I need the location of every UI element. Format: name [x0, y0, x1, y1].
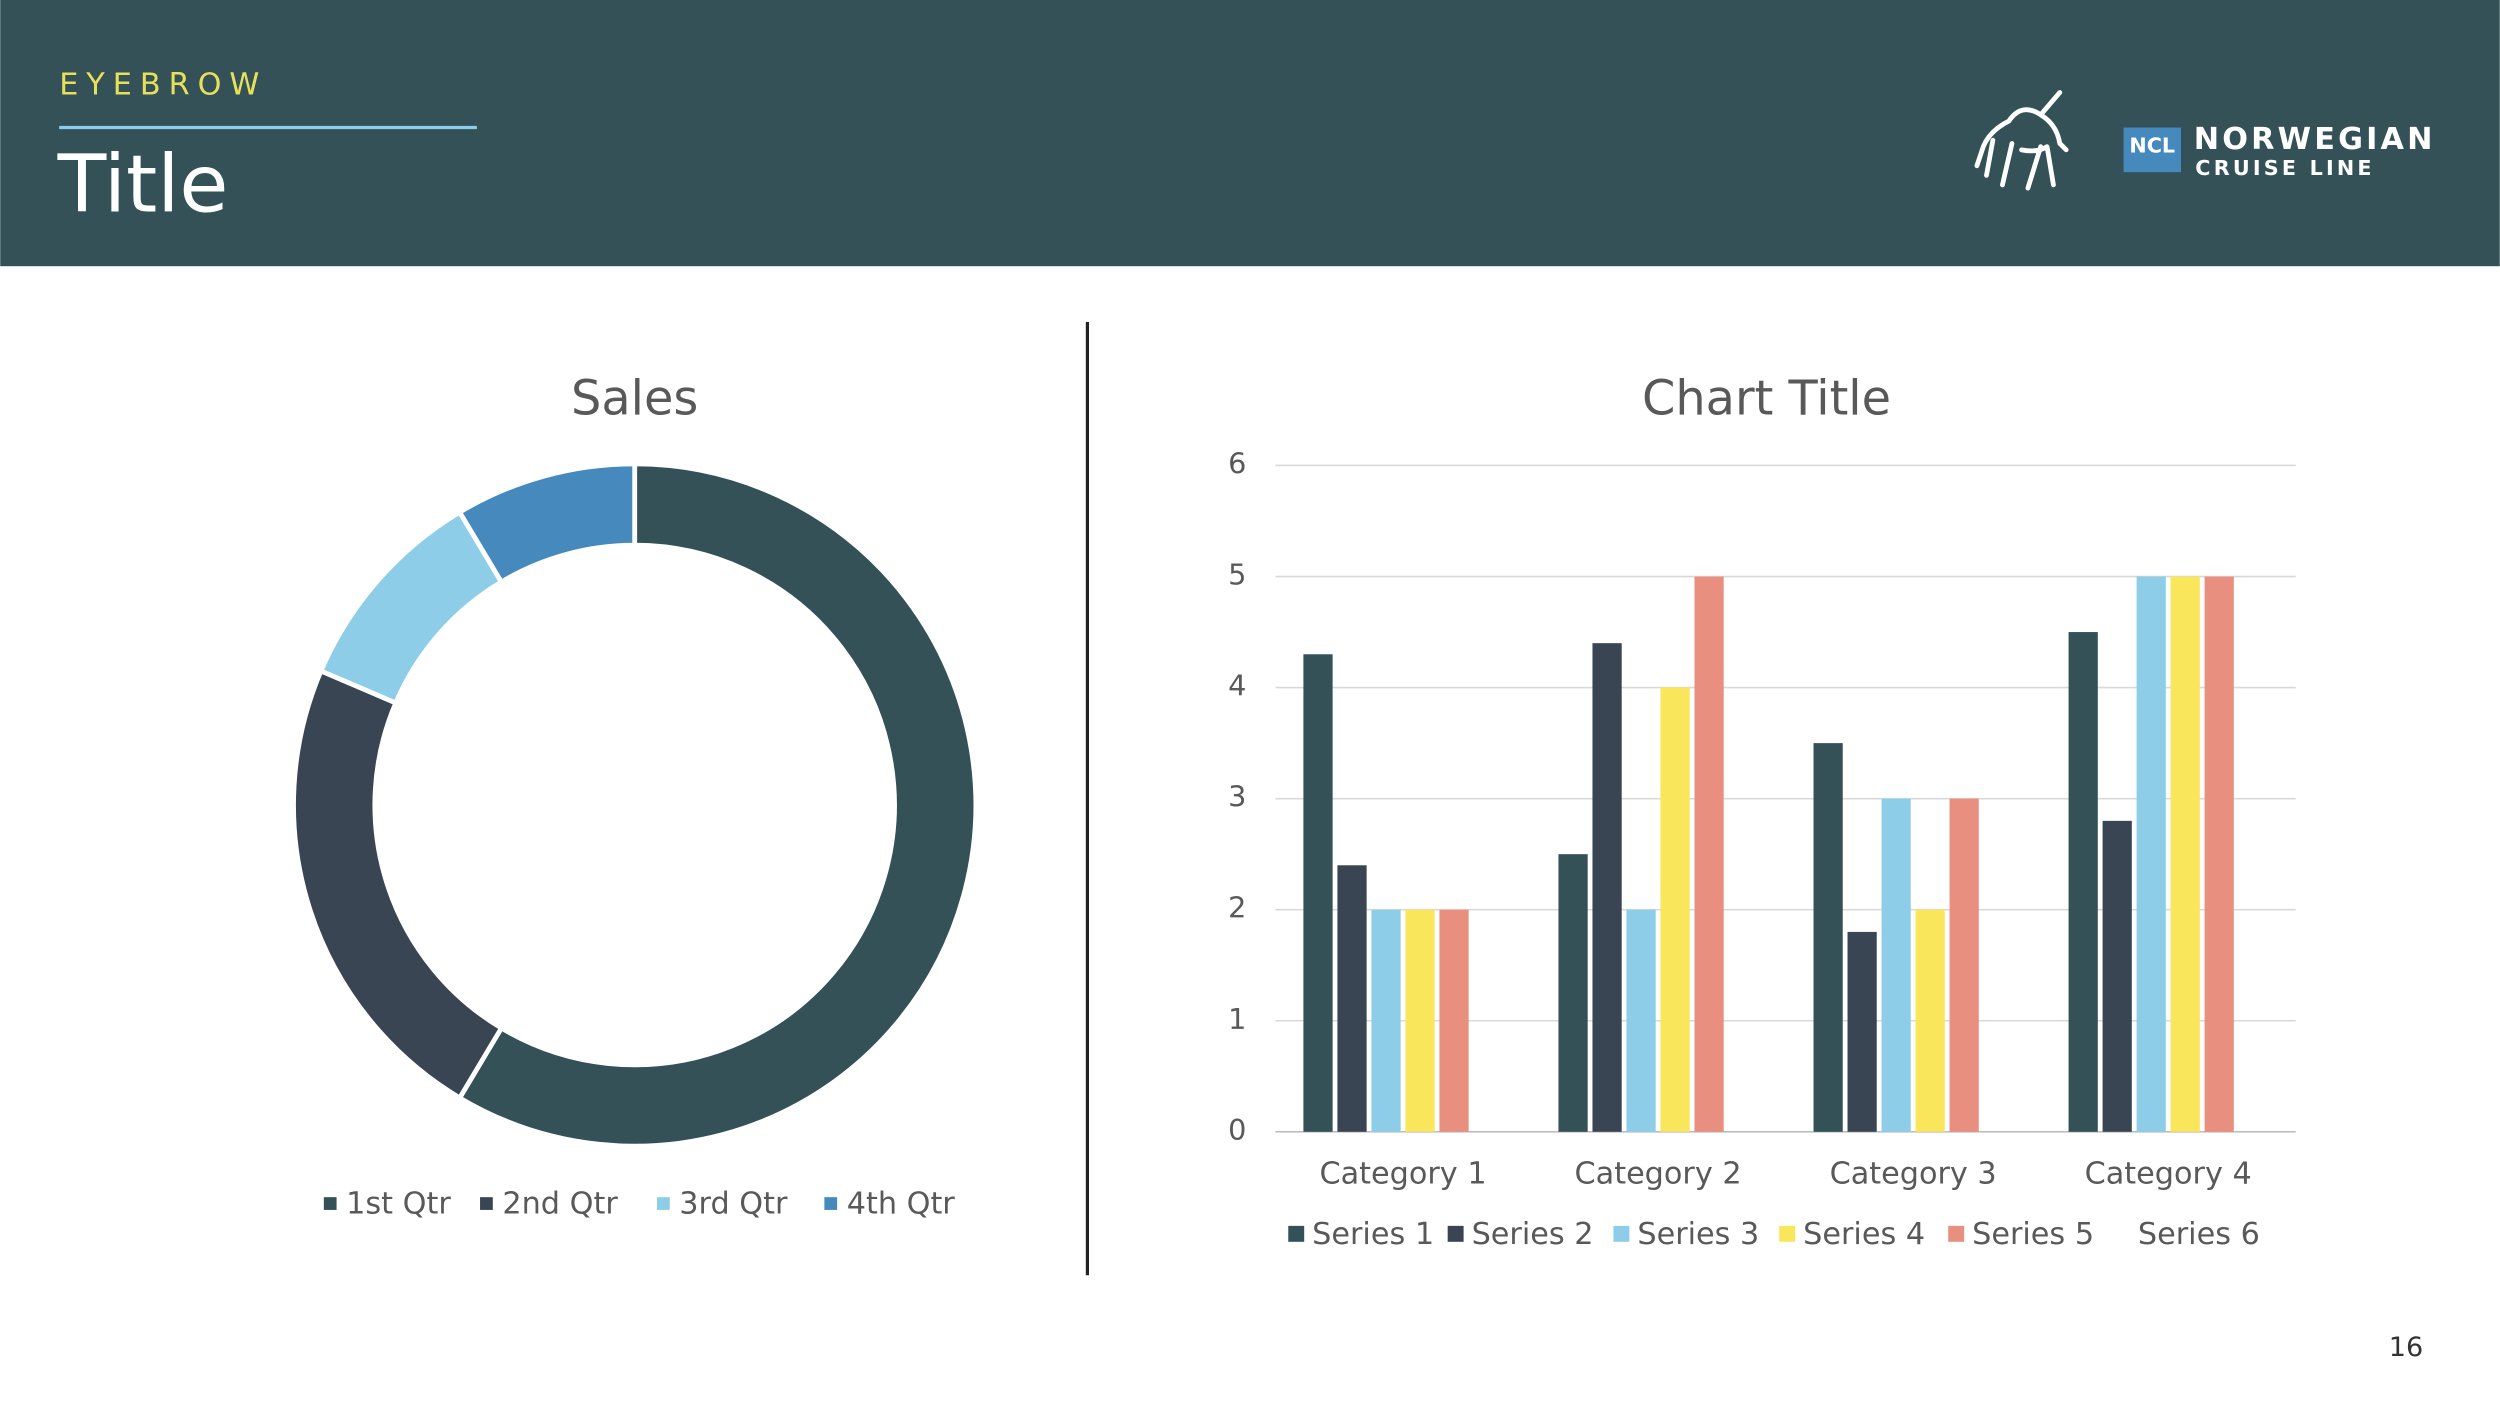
- y-tick-label: 3: [1228, 780, 1246, 814]
- header-band: [0, 0, 2500, 267]
- bar: [2068, 632, 2098, 1132]
- bar: [1813, 743, 1843, 1132]
- eyebrow: EYEBROW: [59, 68, 267, 103]
- legend-swatch: [1613, 1225, 1630, 1242]
- bar: [1660, 687, 1690, 1132]
- legend-label: Series 1: [1312, 1217, 1434, 1252]
- legend-label: Series 3: [1637, 1217, 1759, 1252]
- bar: [1915, 909, 1945, 1132]
- legend-swatch: [824, 1197, 838, 1210]
- bar: [1592, 643, 1622, 1132]
- y-tick-label: 1: [1228, 1002, 1246, 1036]
- donut-slice: [456, 461, 979, 1149]
- legend-label: 4th Qtr: [847, 1187, 956, 1222]
- legend-swatch: [1447, 1225, 1464, 1242]
- legend-swatch: [323, 1197, 337, 1210]
- donut-slice: [456, 461, 638, 586]
- legend-swatch: [656, 1197, 670, 1210]
- bar: [1847, 931, 1877, 1132]
- bar: [2170, 576, 2200, 1132]
- title: Title: [57, 138, 229, 231]
- bar: [1694, 576, 1724, 1132]
- legend-swatch: [480, 1197, 493, 1210]
- x-tick-label: Category 2: [1575, 1156, 1742, 1191]
- bar: [1405, 909, 1435, 1132]
- logo-line1: NORWEGIAN: [2194, 122, 2436, 157]
- legend-label: 3rd Qtr: [679, 1187, 788, 1222]
- bar: [1439, 909, 1469, 1132]
- legend-label: Series 2: [1472, 1217, 1594, 1252]
- logo-badge: [2123, 127, 2181, 173]
- bar: [1337, 865, 1367, 1132]
- x-tick-label: Category 1: [1319, 1156, 1486, 1191]
- y-tick-label: 4: [1228, 669, 1246, 703]
- y-tick-label: 0: [1228, 1113, 1246, 1147]
- legend-label: Series 5: [1972, 1217, 2094, 1252]
- bar: [1881, 798, 1911, 1132]
- bar: [1303, 654, 1333, 1132]
- unicorn-icon: [1974, 90, 2069, 191]
- page-number: 16: [2389, 1332, 2423, 1363]
- x-tick-label: Category 4: [2085, 1156, 2252, 1191]
- bar: [2102, 820, 2132, 1132]
- bar: [1949, 798, 1979, 1132]
- donut-slice: [291, 667, 505, 1102]
- legend-label: 2nd Qtr: [502, 1187, 618, 1222]
- chart-title: Chart Title: [1642, 372, 1891, 427]
- bar: [2136, 576, 2166, 1132]
- legend-label: 1st Qtr: [346, 1187, 451, 1222]
- y-tick-label: 5: [1228, 558, 1246, 592]
- chart-title: Sales: [571, 372, 698, 427]
- bar: [1626, 909, 1656, 1132]
- legend-swatch: [1779, 1225, 1796, 1242]
- legend-label: Series 4: [1803, 1217, 1925, 1252]
- legend-swatch: [1288, 1225, 1305, 1242]
- logo-mark: NCL: [2129, 134, 2175, 158]
- y-tick-label: 2: [1228, 891, 1246, 925]
- y-tick-label: 6: [1228, 446, 1246, 480]
- bar: [1558, 854, 1588, 1132]
- logo-line2: CRUISE LINE: [2195, 156, 2374, 180]
- bar: [1371, 909, 1401, 1132]
- legend-swatch: [1948, 1225, 1965, 1242]
- x-tick-label: Category 3: [1830, 1156, 1997, 1191]
- legend-label: Series 6: [2138, 1217, 2260, 1252]
- bar: [2204, 576, 2234, 1132]
